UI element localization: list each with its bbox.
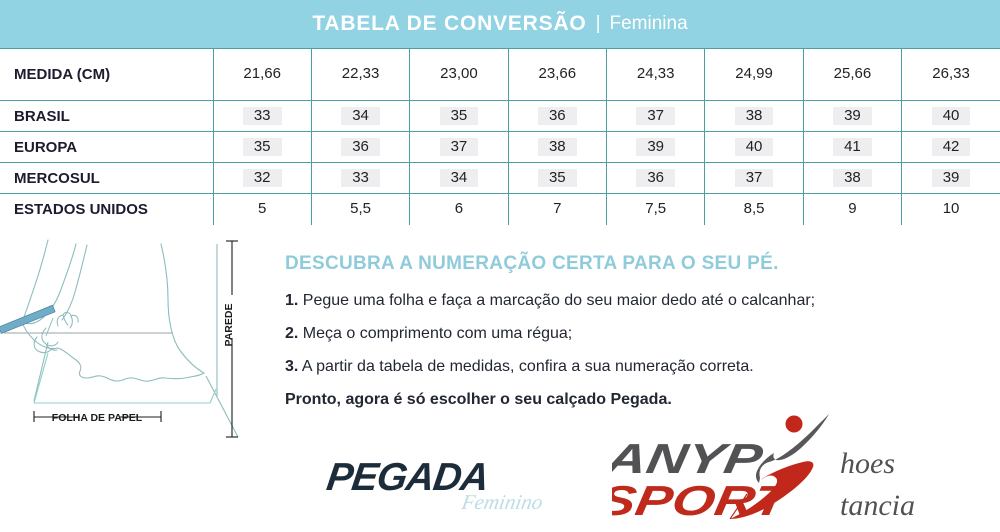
svg-text:ANYP: ANYP xyxy=(612,435,767,482)
svg-text:hoes: hoes xyxy=(840,447,895,480)
svg-text:PAREDE: PAREDE xyxy=(223,304,235,347)
svg-text:tancia: tancia xyxy=(840,489,915,522)
svg-text:FOLHA DE PAPEL: FOLHA DE PAPEL xyxy=(52,412,143,424)
